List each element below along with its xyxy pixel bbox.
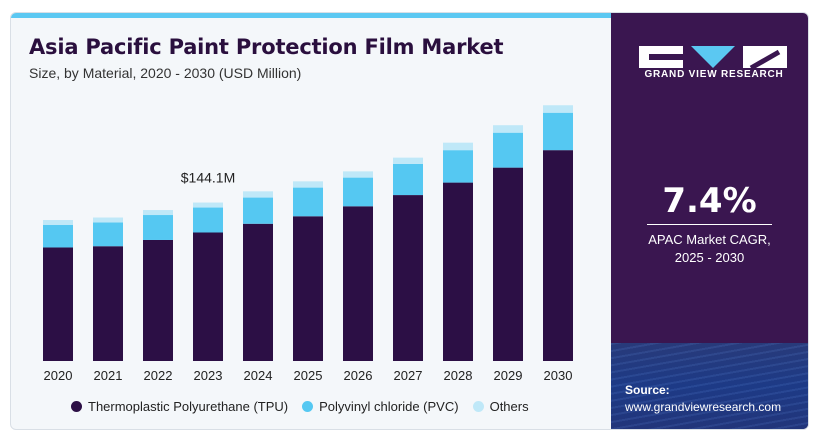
bar-tpu-2025 <box>293 216 323 361</box>
bar-tpu-2021 <box>93 246 123 361</box>
legend-item-pvc: Polyvinyl chloride (PVC) <box>302 399 459 414</box>
bar-tpu-2022 <box>143 239 173 361</box>
bar-pvc-2021 <box>93 222 123 247</box>
bar-others-2027 <box>393 157 423 164</box>
bar-pvc-2024 <box>243 197 273 224</box>
bar-tpu-2027 <box>393 195 423 361</box>
bar-pvc-2027 <box>393 163 423 196</box>
chart-title: Asia Pacific Paint Protection Film Marke… <box>29 35 504 59</box>
bar-others-2026 <box>343 171 373 178</box>
data-label-annotation: $144.1M <box>181 170 235 186</box>
bar-pvc-2022 <box>143 215 173 240</box>
x-tick-label: 2024 <box>244 368 273 383</box>
bar-pvc-2023 <box>193 207 223 233</box>
bar-others-2028 <box>443 142 473 151</box>
bar-others-2023 <box>193 202 223 208</box>
bar-tpu-2020 <box>43 247 73 361</box>
bar-pvc-2030 <box>543 112 573 151</box>
bar-tpu-2030 <box>543 150 573 361</box>
bar-others-2022 <box>143 210 173 216</box>
x-tick-label: 2025 <box>294 368 323 383</box>
chart-panel: Asia Pacific Paint Protection Film Marke… <box>11 13 611 429</box>
bar-tpu-2024 <box>243 223 273 361</box>
grand-view-research-logo-icon <box>639 46 787 71</box>
legend-item-tpu: Thermoplastic Polyurethane (TPU) <box>71 399 288 414</box>
x-tick-label: 2020 <box>44 368 73 383</box>
source-link[interactable]: www.grandviewresearch.com <box>625 400 782 414</box>
x-tick-label: 2023 <box>194 368 223 383</box>
bar-others-2030 <box>543 105 573 113</box>
legend-label-pvc: Polyvinyl chloride (PVC) <box>319 399 459 414</box>
decorative-pattern <box>611 343 808 429</box>
bar-pvc-2020 <box>43 225 73 248</box>
x-tick-label: 2030 <box>544 368 573 383</box>
legend-swatch-others <box>472 401 484 412</box>
bar-others-2024 <box>243 191 273 198</box>
legend-swatch-tpu <box>71 401 82 412</box>
bar-tpu-2029 <box>493 167 523 361</box>
bar-others-2029 <box>493 125 523 133</box>
accent-bar <box>11 13 611 18</box>
bar-others-2021 <box>93 217 123 223</box>
x-tick-label: 2026 <box>344 368 373 383</box>
chart-legend: Thermoplastic Polyurethane (TPU) Polyvin… <box>71 399 529 414</box>
bar-pvc-2025 <box>293 187 323 217</box>
x-tick-label: 2029 <box>494 368 523 383</box>
chart-subtitle: Size, by Material, 2020 - 2030 (USD Mill… <box>29 65 302 81</box>
cagr-divider <box>647 224 772 225</box>
source-label: Source: <box>625 383 670 397</box>
bar-tpu-2023 <box>193 232 223 361</box>
x-tick-label: 2028 <box>444 368 473 383</box>
legend-label-others: Others <box>489 399 529 414</box>
x-tick-label: 2021 <box>94 368 123 383</box>
legend-swatch-pvc <box>302 401 314 412</box>
info-sidebar: GRAND VIEW RESEARCH 7.4% APAC Market CAG… <box>611 13 808 429</box>
bar-tpu-2026 <box>343 206 373 361</box>
bar-pvc-2029 <box>493 132 523 168</box>
bar-chart-plot: 2020 2021 2022 2023 2024 2025 2026 2027 2028 2029… <box>43 105 573 383</box>
source-panel <box>611 343 808 429</box>
cagr-label: APAC Market CAGR, 2025 - 2030 <box>648 232 771 265</box>
legend-label-tpu: Thermoplastic Polyurethane (TPU) <box>88 399 289 414</box>
bar-tpu-2028 <box>443 182 473 361</box>
chart-card: Asia Pacific Paint Protection Film Marke… <box>10 12 809 430</box>
bar-pvc-2026 <box>343 177 373 207</box>
x-tick-label: 2022 <box>144 368 173 383</box>
bar-others-2025 <box>293 181 323 188</box>
x-tick-label: 2027 <box>394 368 423 383</box>
bar-others-2020 <box>43 220 73 226</box>
bar-pvc-2028 <box>443 150 473 183</box>
cagr-value: 7.4% <box>662 181 757 221</box>
logo-wordmark: GRAND VIEW RESEARCH <box>644 69 784 80</box>
legend-item-others: Others <box>472 399 529 414</box>
